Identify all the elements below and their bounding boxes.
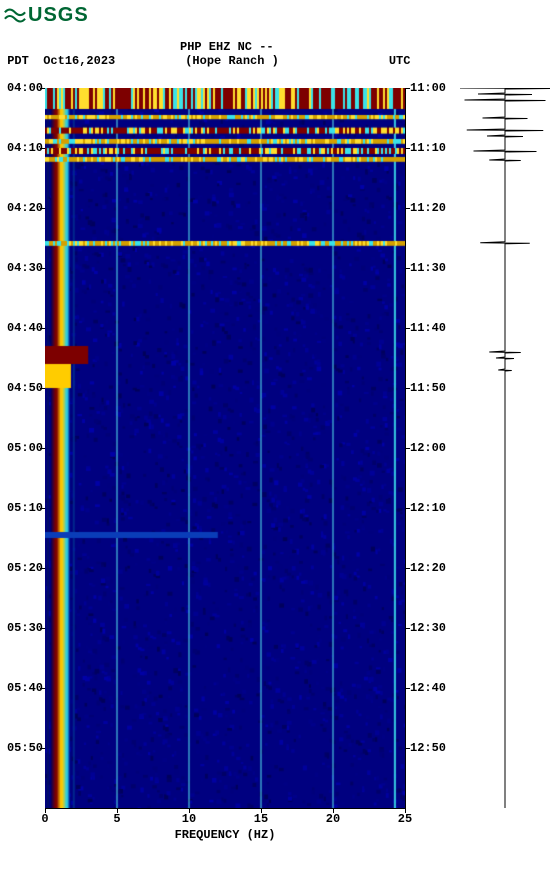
ytick-right [405, 388, 410, 389]
xtick-label: 5 [113, 812, 120, 826]
ytick-right-label: 12:30 [410, 622, 450, 634]
ytick-right-label: 11:10 [410, 142, 450, 154]
xtick [45, 808, 46, 813]
header-block: PHP EHZ NC -- PDT Oct16,2023(Hope Ranch … [0, 40, 552, 68]
ytick-left [40, 628, 45, 629]
xtick [405, 808, 406, 813]
xtick-label: 10 [182, 812, 196, 826]
ytick-left [40, 568, 45, 569]
ytick-left [40, 388, 45, 389]
ytick-left [40, 748, 45, 749]
usgs-wave-icon [4, 5, 26, 27]
ytick-left [40, 448, 45, 449]
ytick-right [405, 508, 410, 509]
ytick-right-label: 11:20 [410, 202, 450, 214]
xtick [117, 808, 118, 813]
ytick-left [40, 688, 45, 689]
ytick-right-label: 11:40 [410, 322, 450, 334]
ytick-right [405, 448, 410, 449]
seismogram-plot [460, 88, 550, 808]
xtick-label: 0 [41, 812, 48, 826]
ytick-right [405, 748, 410, 749]
x-axis-line [45, 808, 405, 809]
ytick-right [405, 628, 410, 629]
ytick-right-label: 12:50 [410, 742, 450, 754]
ytick-right-label: 12:20 [410, 562, 450, 574]
ytick-right [405, 568, 410, 569]
ytick-left-label: 04:40 [5, 322, 43, 334]
ytick-left-label: 04:20 [5, 202, 43, 214]
ytick-left-label: 05:20 [5, 562, 43, 574]
ytick-right [405, 88, 410, 89]
ytick-right-label: 12:10 [410, 502, 450, 514]
ytick-left [40, 88, 45, 89]
ytick-left-label: 05:10 [5, 502, 43, 514]
ytick-left-label: 05:30 [5, 622, 43, 634]
ytick-right-label: 11:50 [410, 382, 450, 394]
seismogram-trace [460, 88, 550, 808]
ytick-left-label: 04:00 [5, 82, 43, 94]
usgs-logo: USGS [4, 4, 89, 27]
ytick-left-label: 05:00 [5, 442, 43, 454]
ytick-right [405, 688, 410, 689]
ytick-left-label: 04:10 [5, 142, 43, 154]
ytick-left [40, 268, 45, 269]
ytick-left-label: 05:40 [5, 682, 43, 694]
xtick-label: 15 [254, 812, 268, 826]
ytick-right [405, 208, 410, 209]
ytick-right [405, 268, 410, 269]
xtick [189, 808, 190, 813]
ytick-right-label: 11:00 [410, 82, 450, 94]
ytick-right [405, 328, 410, 329]
ytick-left-label: 05:50 [5, 742, 43, 754]
xtick-label: 20 [326, 812, 340, 826]
xtick [261, 808, 262, 813]
ytick-right-label: 11:30 [410, 262, 450, 274]
header-line2: PDT Oct16,2023(Hope Ranch )UTC [0, 54, 552, 68]
ytick-left-label: 04:50 [5, 382, 43, 394]
xtick [333, 808, 334, 813]
ytick-right [405, 148, 410, 149]
spectrogram-plot [45, 88, 405, 808]
ytick-left-label: 04:30 [5, 262, 43, 274]
ytick-left [40, 328, 45, 329]
ytick-left [40, 148, 45, 149]
ytick-right-label: 12:00 [410, 442, 450, 454]
usgs-logo-text: USGS [28, 4, 89, 27]
ytick-left [40, 508, 45, 509]
xtick-label: 25 [398, 812, 412, 826]
spectrogram-canvas [45, 88, 405, 808]
header-line1: PHP EHZ NC -- [0, 40, 552, 54]
x-axis-title: FREQUENCY (HZ) [45, 828, 405, 842]
ytick-right-label: 12:40 [410, 682, 450, 694]
ytick-left [40, 208, 45, 209]
